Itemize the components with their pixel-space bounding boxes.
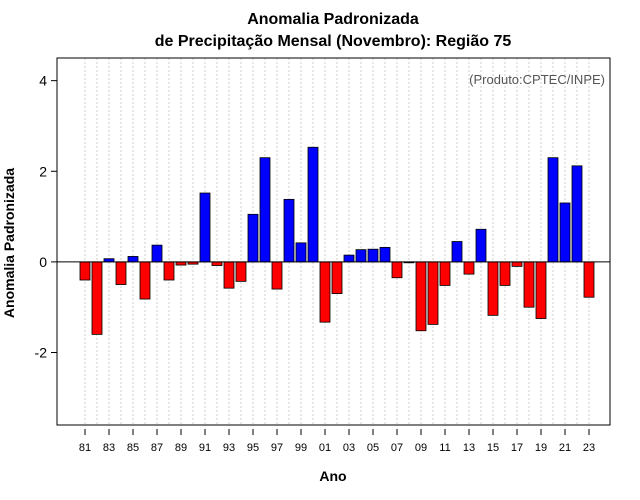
x-tick-label: 81 — [79, 442, 91, 454]
bar-1984 — [115, 261, 127, 285]
bar-2009 — [415, 261, 427, 332]
y-tick-label: -2 — [35, 345, 48, 361]
bar-2011 — [439, 261, 451, 286]
x-tick-label: 95 — [247, 442, 259, 454]
bar-2012 — [451, 241, 463, 263]
bar-1994 — [235, 261, 247, 282]
plot-frame — [56, 57, 611, 426]
y-tick-label: 0 — [39, 254, 47, 270]
bar-1982 — [91, 261, 103, 335]
bar-1996 — [259, 157, 271, 263]
bar-1995 — [247, 213, 259, 263]
bar-1981 — [79, 261, 91, 281]
bar-2014 — [475, 228, 487, 263]
x-tick-label: 13 — [463, 442, 475, 454]
x-tick-label: 21 — [559, 442, 571, 454]
vertical-gridlines — [84, 58, 590, 425]
bar-2020 — [547, 157, 559, 263]
bar-2021 — [559, 202, 571, 263]
bar-2022 — [571, 165, 583, 263]
bar-2003 — [343, 254, 355, 263]
bar-2000 — [307, 146, 319, 263]
x-tick-label: 11 — [439, 442, 450, 454]
bar-2001 — [319, 261, 331, 323]
bar-1986 — [139, 261, 151, 300]
bar-1992 — [211, 261, 223, 266]
x-tick-label: 17 — [511, 442, 523, 454]
bar-2002 — [331, 261, 343, 295]
credit-text: (Produto:CPTEC/INPE) — [469, 72, 605, 87]
bars — [79, 146, 595, 335]
x-tick-label: 97 — [271, 442, 283, 454]
x-tick-label: 99 — [295, 442, 307, 454]
bar-2005 — [367, 248, 379, 263]
x-axis: 81 83 85 87 89 91 93 95 97 99 01 03 05 07 09 11 13 15 17 19… — [79, 429, 595, 454]
chart-title-line1: Anomalia Padronizada — [247, 11, 419, 28]
bar-2016 — [499, 261, 511, 286]
x-tick-label: 01 — [319, 442, 331, 454]
bar-1998 — [283, 198, 295, 263]
bar-2004 — [355, 249, 367, 263]
bar-1997 — [271, 261, 283, 290]
x-tick-label: 19 — [535, 442, 547, 454]
x-axis-label: Ano — [319, 468, 346, 484]
x-tick-label: 87 — [151, 442, 163, 454]
y-tick-label: 4 — [39, 73, 47, 89]
y-axis-label: Anomalia Padronizada — [1, 168, 17, 318]
bar-2007 — [391, 261, 403, 279]
bar-2010 — [427, 261, 439, 325]
x-tick-label: 03 — [343, 442, 355, 454]
x-tick-label: 05 — [367, 442, 379, 454]
bar-2019 — [535, 261, 547, 319]
x-tick-label: 91 — [199, 442, 211, 454]
bar-1988 — [163, 261, 175, 281]
x-tick-label: 93 — [223, 442, 235, 454]
bar-2006 — [379, 246, 391, 263]
chart-title-line2: de Precipitação Mensal (Novembro): Regiã… — [155, 33, 512, 50]
x-tick-label: 83 — [103, 442, 115, 454]
bar-2017 — [511, 261, 523, 267]
bar-2023 — [583, 261, 595, 298]
bar-2018 — [523, 261, 535, 308]
x-tick-label: 07 — [391, 442, 403, 454]
y-tick-label: 2 — [39, 163, 47, 179]
bar-2013 — [463, 261, 475, 275]
bar-2015 — [487, 261, 499, 316]
x-tick-label: 15 — [487, 442, 499, 454]
x-tick-label: 23 — [583, 442, 595, 454]
bar-1991 — [199, 192, 211, 263]
x-tick-label: 09 — [415, 442, 427, 454]
bar-1985 — [127, 256, 139, 263]
y-axis: -2 0 2 4 — [35, 73, 57, 361]
x-tick-label: 85 — [127, 442, 139, 454]
x-tick-label: 89 — [175, 442, 187, 454]
bar-1987 — [151, 244, 163, 263]
bar-1999 — [295, 242, 307, 263]
bar-1993 — [223, 261, 235, 289]
